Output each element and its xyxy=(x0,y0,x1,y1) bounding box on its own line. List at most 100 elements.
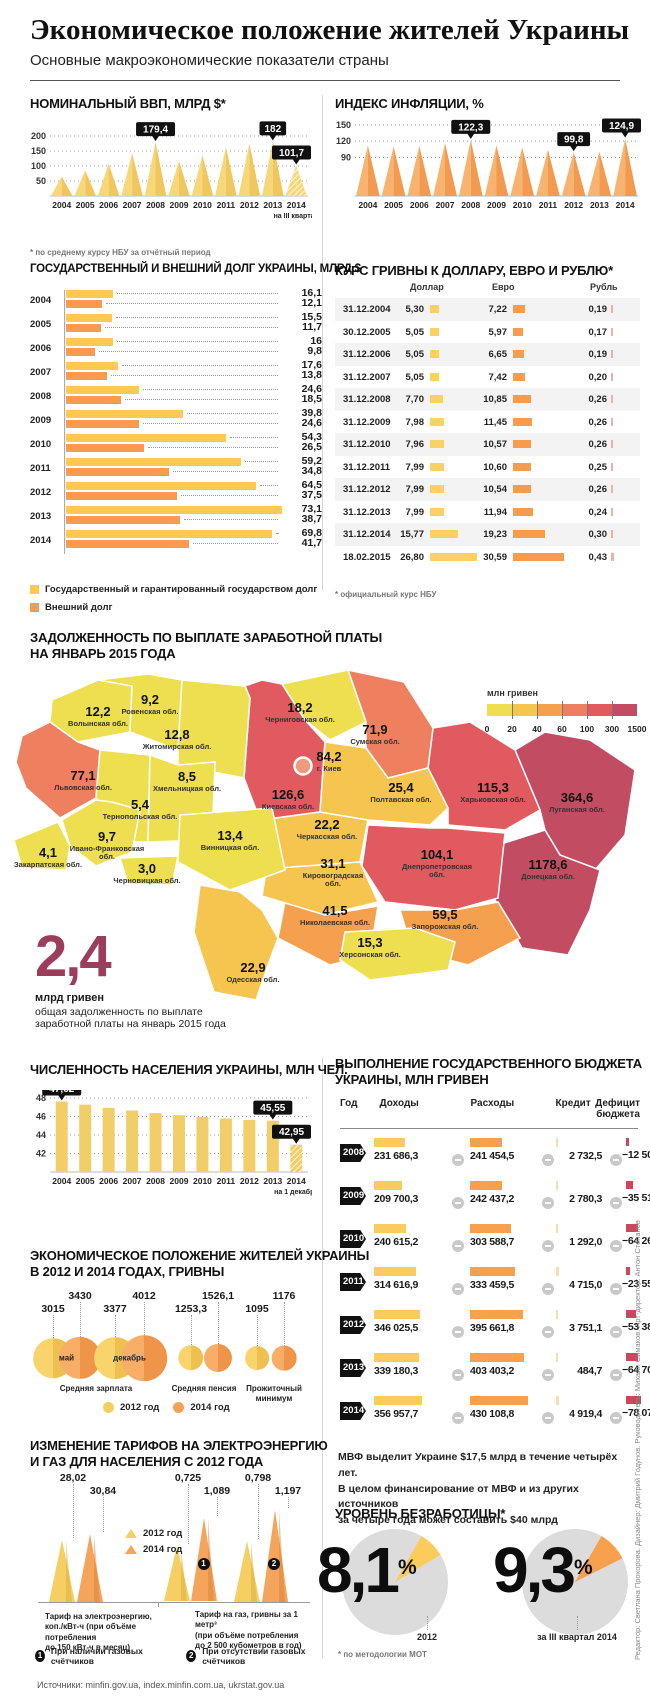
scale-tick-label: 0 xyxy=(484,724,490,734)
legend-2012-triangle xyxy=(125,1529,137,1538)
tariff-footnotes: 1 При наличии газовых счётчиков 2 При отсут… xyxy=(35,1646,325,1666)
euro-value: 11,94 xyxy=(483,506,507,518)
expense-bar xyxy=(470,1138,503,1147)
unemployment-period-label: за III квартал 2014 xyxy=(537,1632,617,1642)
budget-year-badge: 2010 xyxy=(340,1230,366,1248)
living-legend-item: 2014 год xyxy=(173,1402,230,1413)
living-title-line1: ЭКОНОМИЧЕСКОЕ ПОЛОЖЕНИЕ ЖИТЕЛЕЙ УКРАИНЫ xyxy=(30,1248,370,1263)
minus-icon xyxy=(610,1412,622,1424)
credit-value: 1 292,0 xyxy=(569,1236,602,1248)
bar xyxy=(102,1107,115,1172)
x-tick-label: 2013 xyxy=(590,200,609,210)
euro-bar xyxy=(513,305,526,313)
external-debt-bar xyxy=(66,444,145,452)
ruble-bar xyxy=(611,507,613,516)
leader-line xyxy=(142,389,278,390)
living-legend: 2012 год 2014 год xyxy=(103,1402,230,1413)
svg-text:45,55: 45,55 xyxy=(260,1103,285,1114)
marker-2-icon: 2 xyxy=(268,1558,280,1570)
value-2014: 4012 xyxy=(132,1290,156,1302)
triangle-left xyxy=(510,147,523,196)
ruble-bar xyxy=(611,462,613,471)
tariff-tri-2012-shade xyxy=(65,1539,72,1602)
x-tick-label: 2006 xyxy=(410,200,429,210)
ruble-value: 0,43 xyxy=(588,551,608,563)
ruble-value: 0,26 xyxy=(588,439,608,450)
state-debt-bar xyxy=(66,482,257,490)
scale-tick-label: 1500 xyxy=(627,724,647,734)
region-dnipro xyxy=(361,824,506,911)
euro-value: 6,65 xyxy=(488,349,508,360)
dollar-bar xyxy=(430,552,477,561)
debt-value-label: 24,6 xyxy=(301,417,322,429)
leader xyxy=(73,1484,74,1538)
euro-value: 10,60 xyxy=(483,461,507,473)
y-tick-label: 46 xyxy=(36,1112,46,1122)
deficit-value: −78 070,5 xyxy=(622,1407,650,1419)
caption-line: Тариф на газ, гривны за 1 метр³ xyxy=(195,1610,298,1630)
percent-sign: % xyxy=(397,1556,417,1579)
minus-icon xyxy=(610,1326,622,1338)
deficit-value: −64 265,5 xyxy=(622,1235,650,1247)
bar xyxy=(196,1116,209,1172)
external-debt-bar xyxy=(66,468,169,476)
budget-row: 2013 339 180,3 403 403,2 484,7 −64 707,6 xyxy=(340,1353,650,1381)
tariff-legend-label: 2012 год xyxy=(143,1528,183,1539)
ruble-value: 0,19 xyxy=(588,349,608,360)
budget-col-header: Кредит xyxy=(555,1098,591,1109)
total-debt-caption1: общая задолженность по выплате xyxy=(35,1006,203,1018)
ruble-bar xyxy=(611,372,613,381)
leader-line xyxy=(117,341,278,342)
debt-chart: 2004 16,1 12,1 2005 15,5 11,7 2006 16 9,8 2007 17,… xyxy=(30,287,322,558)
debt-year-group: 2005 15,5 11,7 xyxy=(30,311,322,338)
state-debt-bar xyxy=(66,410,184,418)
euro-value: 7,22 xyxy=(488,304,508,315)
budget-row: 2008 231 686,3 241 454,5 2 732,5 −12 500,7 xyxy=(340,1138,650,1166)
euro-value: 7,42 xyxy=(488,371,508,383)
deficit-cell: −12 500,7 xyxy=(622,1138,650,1161)
value-callout: 99,8 xyxy=(557,132,591,152)
currency-date: 18.02.2015 xyxy=(343,551,391,563)
tariff-footnote-item: 2 При отсутствии газовых счётчиков xyxy=(186,1646,325,1666)
tariffs-chart: 28,02 30,84 0,725 1,089 1 0,798 1,197 2 Тариф на… xyxy=(0,1462,322,1652)
dollar-bar xyxy=(430,507,444,516)
gdp-chart-title: НОМИНАЛЬНЫЙ ВВП, МЛРД $* xyxy=(30,96,226,111)
credit-value: 2 732,5 xyxy=(569,1150,602,1162)
minus-icon xyxy=(610,1369,622,1381)
region-zakarpattia xyxy=(13,821,71,871)
leader xyxy=(288,1497,289,1508)
debt-year-group: 2004 16,1 12,1 xyxy=(30,287,322,314)
y-tick-label: 100 xyxy=(31,161,46,171)
y-tick-label: 42 xyxy=(36,1149,46,1159)
euro-bar xyxy=(513,327,523,336)
unemployment-value: 8,1% xyxy=(317,1534,417,1606)
scale-tick-label: 20 xyxy=(507,724,517,734)
bar xyxy=(79,1104,92,1172)
circle-2014 xyxy=(203,1343,233,1373)
tariff-legend-item: 2012 год xyxy=(125,1528,182,1539)
debt-year-group: 2009 39,8 24,6 xyxy=(30,407,322,434)
tariff-caption-electricity: Тариф на электроэнергию, коп./кВт-ч (при … xyxy=(45,1612,170,1654)
debt-year-label: 2006 xyxy=(30,343,52,354)
bar xyxy=(126,1110,139,1172)
expense-bar xyxy=(470,1181,503,1190)
deficit-cell: −23 557,6 xyxy=(622,1267,650,1290)
credit-bar xyxy=(556,1310,559,1319)
tariff-legend-item: 2014 год xyxy=(125,1544,182,1555)
region-chernivtsi xyxy=(118,855,179,886)
deficit-cell: −78 070,5 xyxy=(622,1396,650,1419)
dollar-bar xyxy=(430,350,439,358)
credit-bar xyxy=(556,1181,558,1190)
income-value: 209 700,3 xyxy=(374,1193,419,1205)
debt-year-group: 2010 54,3 26,5 xyxy=(30,431,322,458)
deficit-bar xyxy=(626,1267,631,1275)
ruble-value: 0,24 xyxy=(588,506,608,518)
debt-chart-title: ГОСУДАРСТВЕННЫЙ И ВНЕШНИЙ ДОЛГ УКРАИНЫ, … xyxy=(30,263,361,275)
region-luhansk xyxy=(514,731,636,871)
living-standards-chart: 3015 3430 май 3377 4012 декабрь 1253,3 1526,1 10… xyxy=(0,1280,322,1425)
tariff-tri-2012 xyxy=(234,1540,260,1602)
credit-value: 2 780,3 xyxy=(569,1193,602,1205)
map-legend-unit: млн гривен xyxy=(487,688,538,698)
expense-bar xyxy=(470,1267,515,1276)
leader-2012 xyxy=(115,1315,116,1338)
